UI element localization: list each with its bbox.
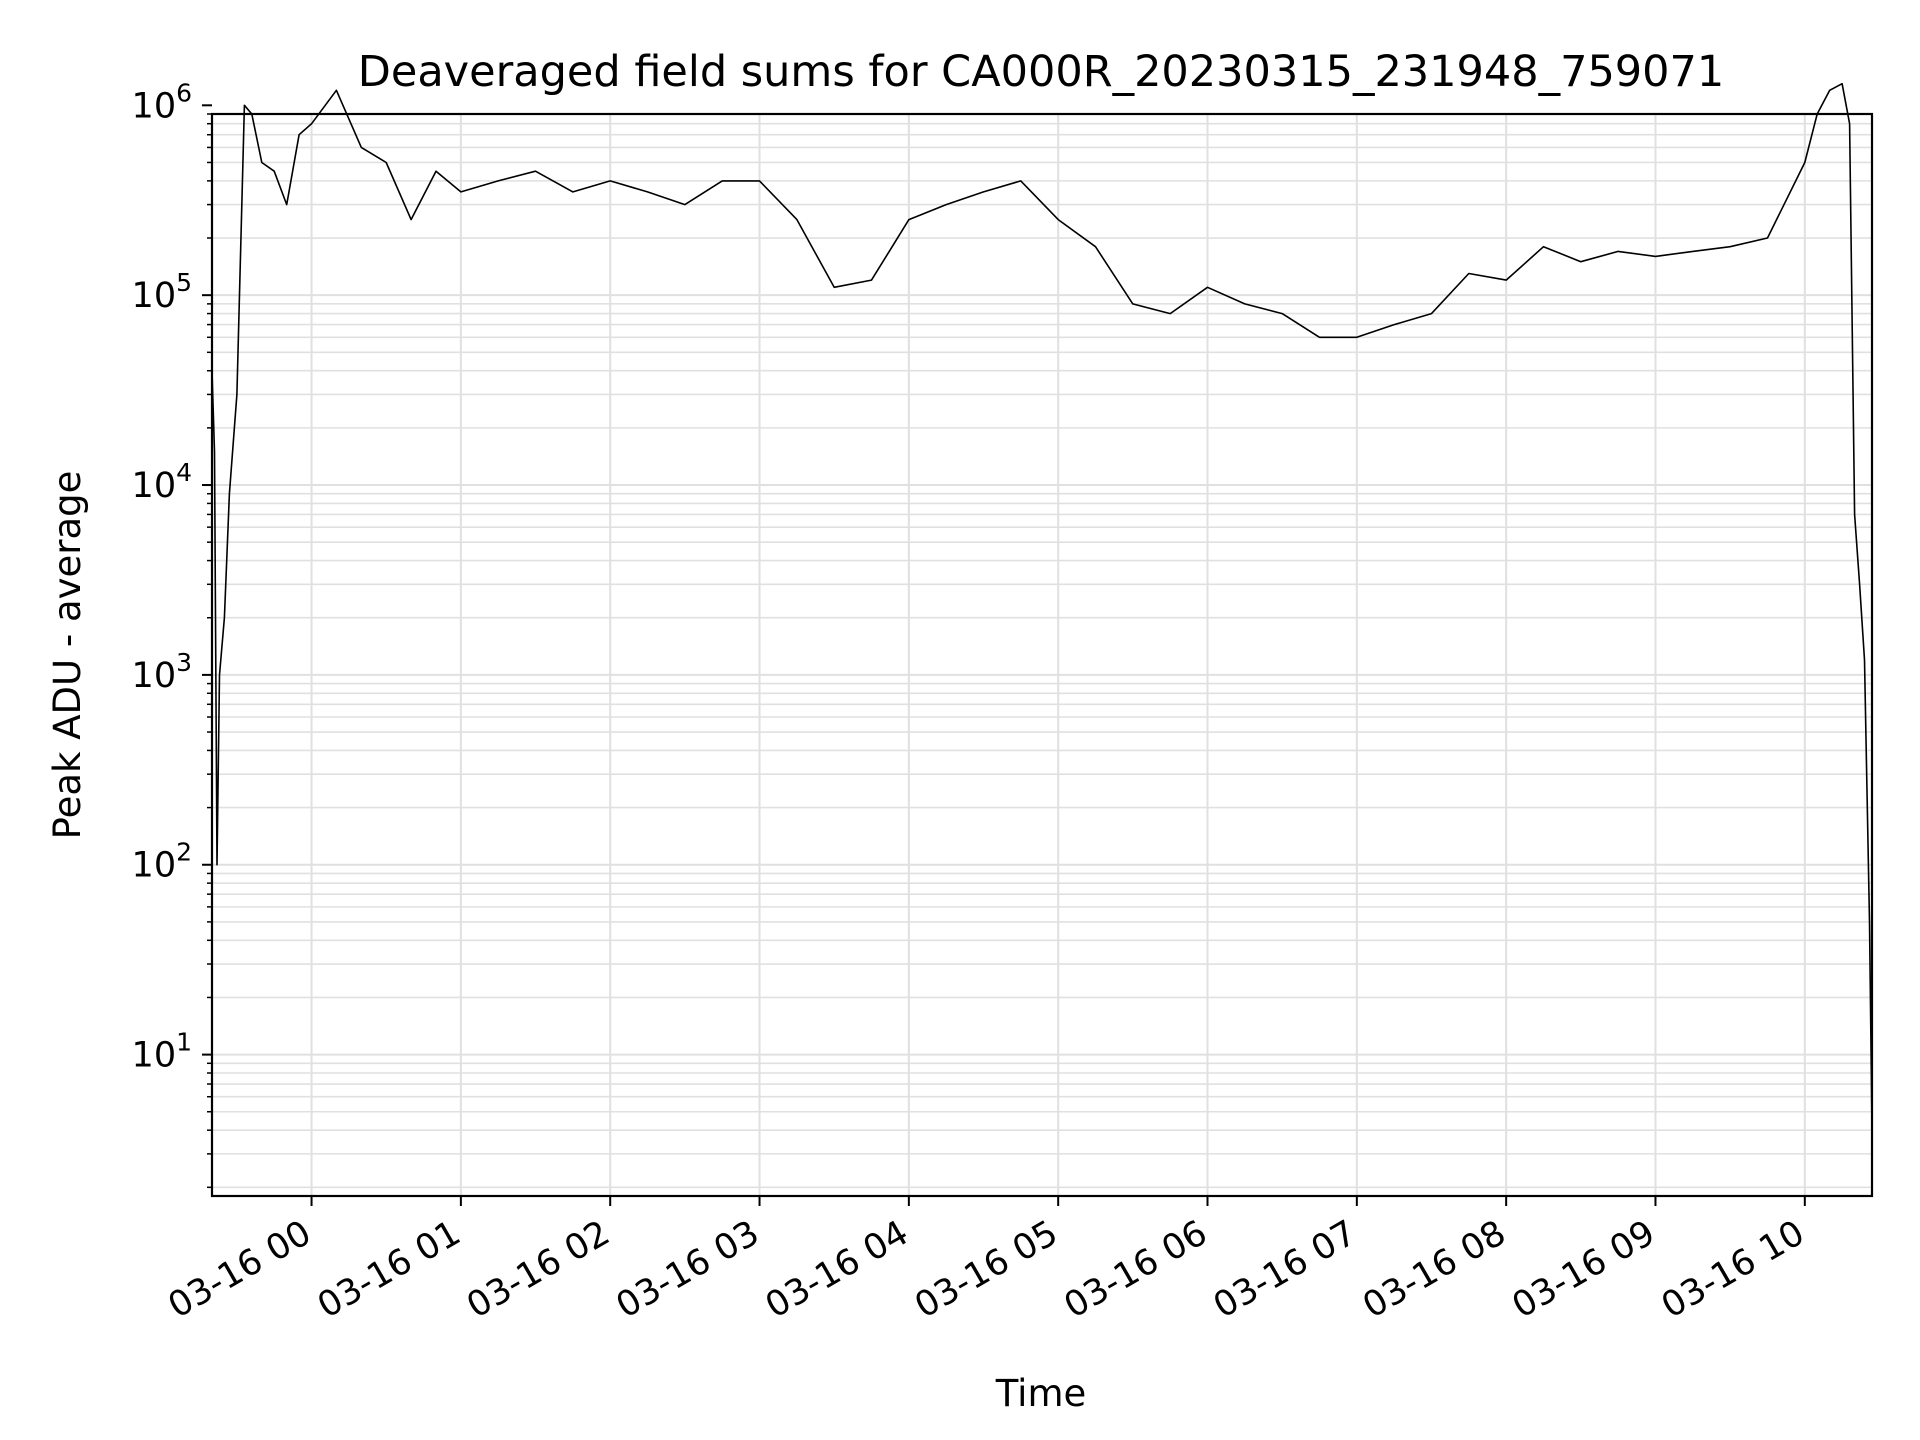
y-tick-label: 102 — [132, 838, 192, 886]
y-tick-label: 106 — [132, 78, 192, 126]
y-axis-label: Peak ADU - average — [46, 471, 89, 840]
grid — [212, 113, 1872, 1196]
plot-frame — [210, 112, 1874, 1198]
y-tick-label: 104 — [132, 458, 192, 506]
chart-title: Deaveraged field sums for CA000R_2023031… — [358, 47, 1724, 97]
y-axis: 101 102 103 104 105 106 — [132, 78, 212, 1189]
series-line — [211, 82, 1873, 1131]
y-tick-label: 105 — [132, 268, 192, 316]
y-tick-label: 103 — [132, 648, 192, 696]
x-axis-label: Time — [995, 1372, 1087, 1415]
y-tick-label: 101 — [132, 1028, 192, 1076]
data-series — [211, 82, 1873, 1131]
